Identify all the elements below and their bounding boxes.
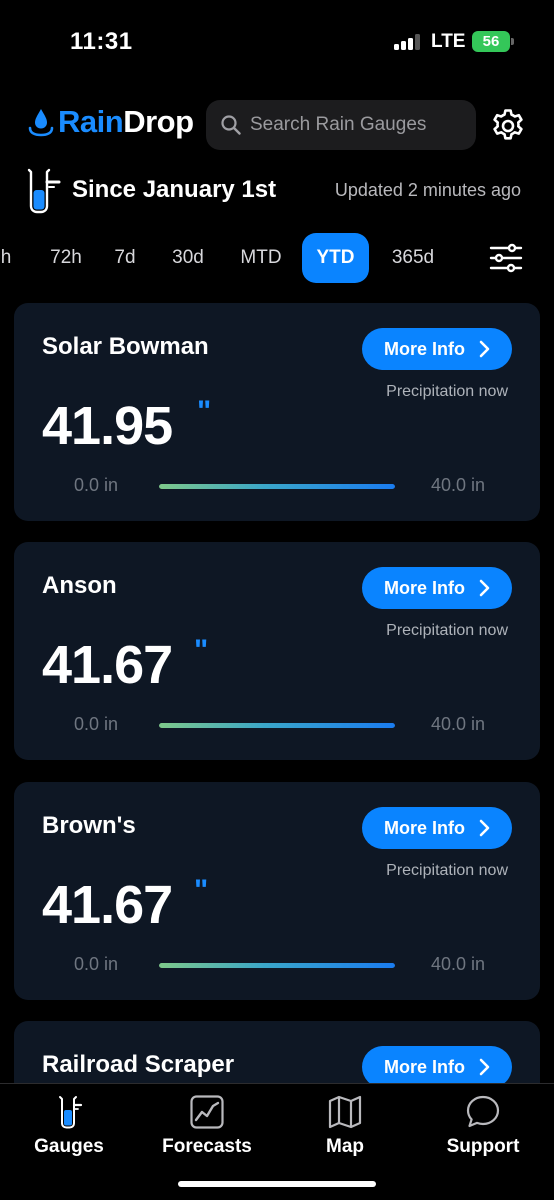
- raindrop-logo-icon: [28, 109, 54, 137]
- range-min: 0.0 in: [74, 954, 119, 974]
- nav-support[interactable]: Support: [414, 1094, 552, 1158]
- inch-unit: ": [194, 874, 209, 907]
- precipitation-progress-bar: [159, 963, 395, 968]
- map-icon: [328, 1095, 362, 1129]
- precipitation-progress-bar: [159, 723, 395, 728]
- search-bar[interactable]: [206, 100, 476, 150]
- home-indicator: [178, 1181, 376, 1187]
- app-logo: RainDrop: [28, 104, 194, 140]
- tab-ytd[interactable]: YTD: [302, 233, 369, 283]
- range-min: 0.0 in: [74, 475, 119, 495]
- precipitation-progress-bar: [159, 484, 395, 489]
- more-info-label: More Info: [384, 817, 465, 838]
- tab-365d[interactable]: 365d: [391, 247, 435, 268]
- gauge-name: Anson: [42, 572, 117, 599]
- tab-30d[interactable]: 30d: [172, 247, 204, 268]
- tab-72h[interactable]: 72h: [50, 247, 82, 268]
- progress-fill: [159, 963, 395, 968]
- network-type: LTE: [431, 31, 466, 52]
- rain-gauge-icon: [59, 1096, 83, 1129]
- period-row: Since January 1st Updated 2 minutes ago: [0, 168, 554, 216]
- nav-label: Support: [446, 1136, 520, 1157]
- precipitation-label: Precipitation now: [386, 862, 508, 879]
- gauge-name: Railroad Scraper: [42, 1051, 235, 1078]
- chart-line-icon: [190, 1095, 224, 1129]
- progress-fill: [159, 723, 395, 728]
- chevron-right-icon: [479, 1058, 490, 1076]
- range-min: 0.0 in: [74, 714, 119, 734]
- rain-gauge-icon: [27, 168, 61, 214]
- gauge-card[interactable]: Solar Bowman More Info Precipitation now…: [14, 303, 540, 521]
- nav-gauges[interactable]: Gauges: [0, 1094, 138, 1158]
- gauge-name: Solar Bowman: [42, 333, 209, 360]
- precipitation-label: Precipitation now: [386, 622, 508, 639]
- range-max: 40.0 in: [430, 714, 485, 734]
- inch-unit: ": [194, 634, 209, 667]
- gauge-card[interactable]: Brown's More Info Precipitation now 41.6…: [14, 782, 540, 1000]
- chevron-right-icon: [479, 819, 490, 837]
- more-info-button[interactable]: More Info: [362, 328, 512, 370]
- gear-icon[interactable]: [489, 107, 527, 145]
- more-info-label: More Info: [384, 1056, 465, 1077]
- nav-label: Map: [326, 1136, 364, 1157]
- tab-7d[interactable]: 7d: [114, 247, 136, 268]
- gauge-name: Brown's: [42, 812, 136, 839]
- tab-mtd[interactable]: MTD: [240, 247, 282, 268]
- brand-name-rain: Rain: [58, 104, 124, 139]
- inch-unit: ": [197, 395, 212, 428]
- brand-name: RainDrop: [58, 104, 194, 140]
- precipitation-label: Precipitation now: [386, 383, 508, 400]
- gauge-card[interactable]: Anson More Info Precipitation now 41.67 …: [14, 542, 540, 760]
- more-info-button[interactable]: More Info: [362, 807, 512, 849]
- range-max: 40.0 in: [430, 954, 485, 974]
- tab-partial[interactable]: h: [0, 247, 12, 268]
- range-max: 40.0 in: [430, 475, 485, 495]
- chat-bubble-icon: [466, 1095, 500, 1128]
- nav-label: Forecasts: [162, 1136, 252, 1157]
- brand-name-drop: Drop: [123, 104, 194, 139]
- nav-map[interactable]: Map: [276, 1094, 414, 1158]
- more-info-label: More Info: [384, 338, 465, 359]
- precipitation-value: 41.67: [42, 875, 173, 935]
- status-bar: 11:31 LTE 56: [0, 0, 554, 84]
- progress-fill: [159, 484, 395, 489]
- app-header: RainDrop: [0, 100, 554, 150]
- search-icon: [221, 115, 241, 135]
- search-input[interactable]: [250, 114, 460, 136]
- chevron-right-icon: [479, 340, 490, 358]
- status-time: 11:31: [70, 28, 133, 55]
- updated-timestamp: Updated 2 minutes ago: [334, 180, 521, 200]
- bottom-tab-bar: Gauges Forecasts Map Support: [0, 1083, 554, 1200]
- cellular-signal-icon: [394, 34, 424, 50]
- chevron-right-icon: [479, 579, 490, 597]
- more-info-label: More Info: [384, 577, 465, 598]
- precipitation-value: 41.67: [42, 635, 173, 695]
- nav-forecasts[interactable]: Forecasts: [138, 1094, 276, 1158]
- precipitation-value: 41.95: [42, 396, 173, 456]
- period-title: Since January 1st: [72, 176, 277, 203]
- more-info-button[interactable]: More Info: [362, 1046, 512, 1088]
- filter-sliders-icon[interactable]: [489, 243, 523, 273]
- more-info-button[interactable]: More Info: [362, 567, 512, 609]
- battery-icon: 56: [472, 31, 514, 52]
- time-range-tabs: h 72h 7d 30d MTD YTD 365d: [0, 233, 554, 283]
- nav-label: Gauges: [34, 1136, 104, 1157]
